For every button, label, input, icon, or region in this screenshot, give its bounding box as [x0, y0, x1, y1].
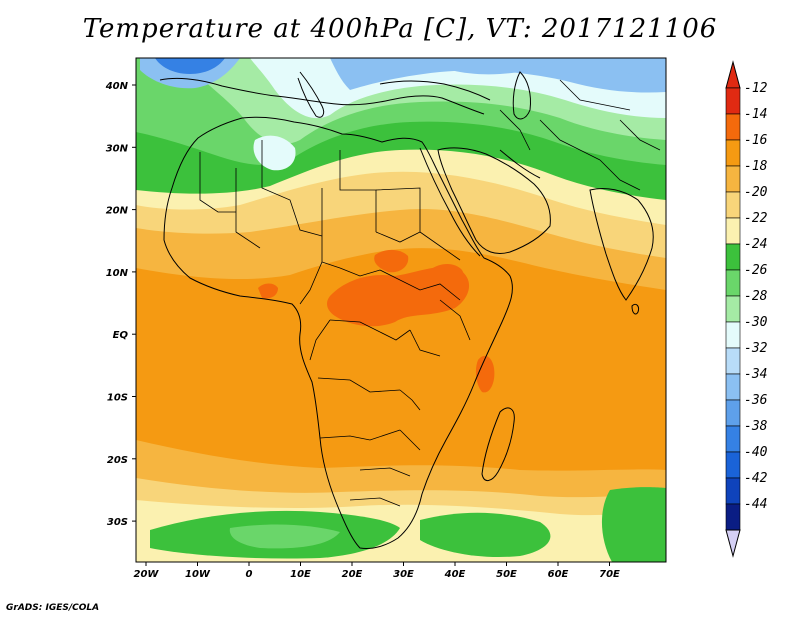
colorbar-label: -34 [744, 367, 767, 382]
sri-lanka-coastline [631, 303, 639, 315]
colorbar-label: -30 [744, 315, 768, 330]
lon-tick-label: 20E [342, 569, 363, 580]
madagascar-coastline [481, 407, 515, 481]
lon-tick-label: 20W [134, 569, 160, 580]
colorbar-label: -32 [744, 341, 768, 356]
field-blue-northwest [155, 58, 225, 74]
colorbar-segment [725, 139, 741, 167]
lon-tick-label: 30E [393, 569, 414, 580]
map-title: Temperature at 400hPa [C], VT: 201712110… [82, 14, 718, 44]
field-light-green-south [229, 524, 340, 549]
persian-gulf-coastline [499, 149, 541, 179]
temperature-field [136, 58, 666, 562]
colorbar-segment [725, 269, 741, 297]
colorbar-segment [725, 113, 741, 141]
colorbar-segment [725, 191, 741, 219]
field-pale-cyan-sahara [253, 135, 296, 171]
colorbar-label: -26 [744, 263, 768, 278]
longitude-axis: 20W 10W 0 10E 20E 30E 40E 50E 60E 70E [134, 562, 620, 580]
colorbar-segment [725, 321, 741, 349]
lon-tick-label: 70E [599, 569, 620, 580]
colorbar-bottom-arrow [725, 529, 741, 558]
colorbar-top-arrow [725, 60, 741, 89]
field-green-se-corner [601, 487, 666, 562]
lat-tick-label: 10S [107, 393, 128, 404]
turkey-coastline [379, 80, 491, 101]
lon-tick-label: 10E [290, 569, 311, 580]
lon-tick-label: 0 [246, 569, 253, 580]
colorbar-segment [725, 165, 741, 193]
colorbar-label: -44 [744, 497, 767, 512]
field-warm-max-west [258, 283, 278, 299]
colorbar-label: -22 [744, 211, 768, 226]
grads-credit: GrADS: IGES/COLA [6, 603, 100, 613]
field-light-blue-northeast [600, 58, 666, 79]
lon-tick-label: 50E [496, 569, 517, 580]
africa-coastline [163, 116, 513, 549]
india-coastline [589, 187, 654, 301]
lat-tick-label: 20S [107, 455, 128, 466]
field-warm-max-sahel [374, 249, 409, 273]
field-green-south-east [420, 512, 551, 558]
colorbar-segment [725, 477, 741, 505]
colorbar-segment [725, 295, 741, 323]
colorbar-label: -20 [744, 185, 768, 200]
lat-tick-label: 40N [105, 81, 129, 92]
europe-coastline [159, 77, 485, 115]
colorbar-label: -36 [744, 393, 768, 408]
colorbar-label: -14 [744, 107, 767, 122]
latitude-axis: 40N 30N 20N 10N EQ 10S 20S 30S [105, 81, 136, 528]
lon-tick-label: 10W [185, 569, 211, 580]
colorbar-label: -28 [744, 289, 768, 304]
colorbar-segment [725, 243, 741, 271]
field-warm-max-ethiopia [430, 264, 465, 296]
field-warm-max-east-coast [475, 355, 495, 393]
lat-tick-label: 30N [106, 143, 129, 154]
colorbar-segment [725, 425, 741, 453]
field-light-blue-north-center [420, 58, 560, 75]
colorbar-segment [725, 399, 741, 427]
colorbar-segment [725, 347, 741, 375]
lon-tick-label: 60E [548, 569, 569, 580]
field-light-blue-north [330, 58, 666, 93]
country-borders [199, 79, 661, 507]
caspian-coastline [512, 71, 531, 120]
lat-tick-label: 10N [106, 268, 129, 279]
colorbar-label: -18 [744, 159, 768, 174]
lat-tick-label: EQ [113, 330, 129, 341]
colorbar-segment [725, 503, 741, 531]
colorbar-label: -16 [744, 133, 768, 148]
colorbar-segment [725, 87, 741, 115]
coastlines [159, 71, 654, 549]
colorbar-segment [725, 451, 741, 479]
colorbar-label: -24 [744, 237, 767, 252]
lat-tick-label: 20N [106, 206, 129, 217]
map-frame [135, 57, 667, 563]
red-sea-coastline [419, 147, 481, 257]
colorbar-segment [725, 373, 741, 401]
colorbar-label: -38 [744, 419, 768, 434]
colorbar-segment [725, 217, 741, 245]
arabia-coastline [437, 147, 551, 254]
italy-coastline [297, 71, 325, 118]
lon-tick-label: 40E [444, 569, 466, 580]
lat-tick-label: 30S [107, 517, 128, 528]
colorbar-label: -12 [744, 81, 768, 96]
colorbar: -12 -14 -16 -18 -20 -22 -24 -26 -28 -30 -32 -34 -36 -… [725, 60, 768, 558]
colorbar-label: -42 [744, 471, 768, 486]
colorbar-label: -40 [744, 445, 768, 460]
